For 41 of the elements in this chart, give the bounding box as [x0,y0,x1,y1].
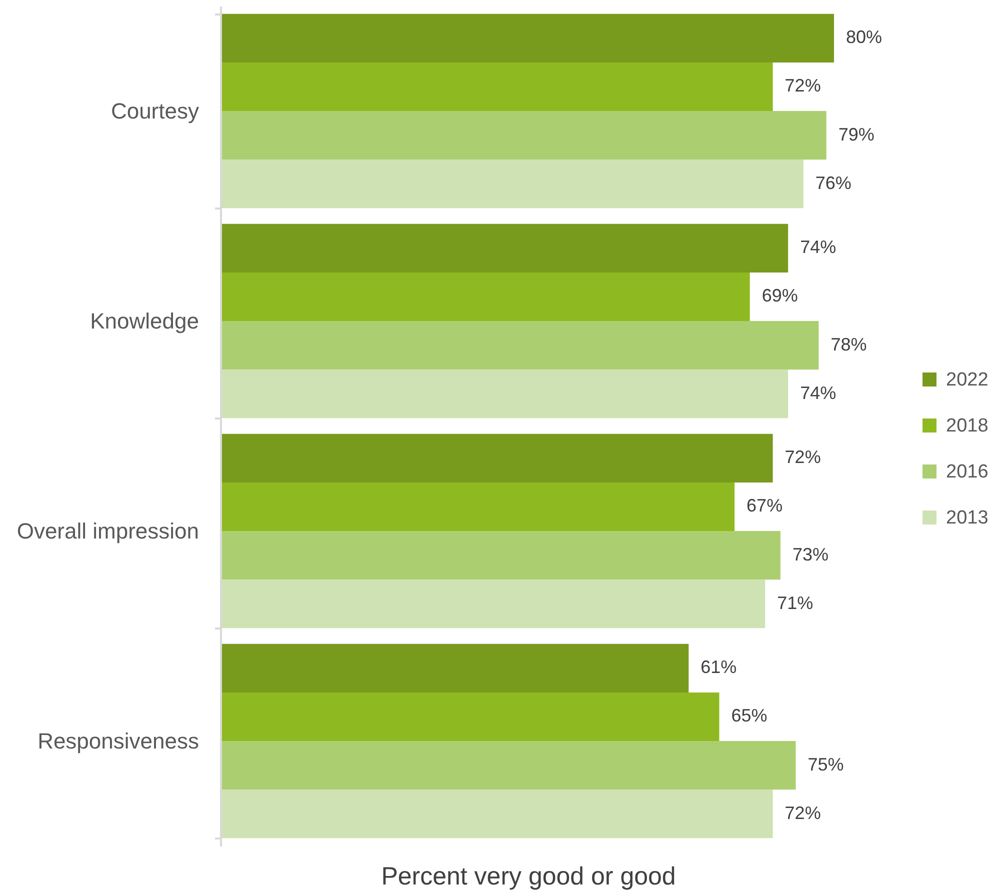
bar [222,482,735,531]
legend-label: 2022 [946,370,988,390]
legend-label: 2018 [946,416,988,436]
y-tick-label: Courtesy [110,98,199,124]
bar [222,644,689,692]
data-label: 72% [784,76,821,96]
data-label: 76% [815,172,852,193]
y-tick-label: Overall impression [16,518,199,544]
legend-label: 2016 [946,462,988,482]
bar [222,370,788,418]
bar [222,160,804,208]
bar [222,272,750,321]
data-label: 78% [830,334,867,354]
bar [222,321,819,370]
bar [222,790,773,838]
bar [222,531,780,580]
data-label: 75% [808,754,844,774]
legend-label: 2013 [946,508,988,528]
data-label: 72% [784,447,821,468]
bar [222,741,796,790]
bar [222,62,773,111]
data-label: 79% [838,124,874,144]
y-tick-label: Responsiveness [38,728,199,754]
y-tick-label: Knowledge [90,308,199,334]
data-label: 61% [700,657,737,678]
data-label: 71% [777,592,814,613]
data-label: 72% [784,802,821,823]
data-label: 74% [800,382,836,403]
bar [222,580,766,628]
data-label: 80% [846,27,882,48]
bar [222,111,826,160]
bar [222,692,720,741]
data-label: 73% [792,544,828,564]
data-label: 69% [762,286,798,306]
bar [222,434,773,482]
data-label: 67% [746,496,783,516]
bar [222,224,788,272]
data-label: 74% [800,237,836,258]
x-axis-title: Percent very good or good [381,862,676,890]
data-label: 65% [731,706,768,726]
bar [222,14,834,62]
